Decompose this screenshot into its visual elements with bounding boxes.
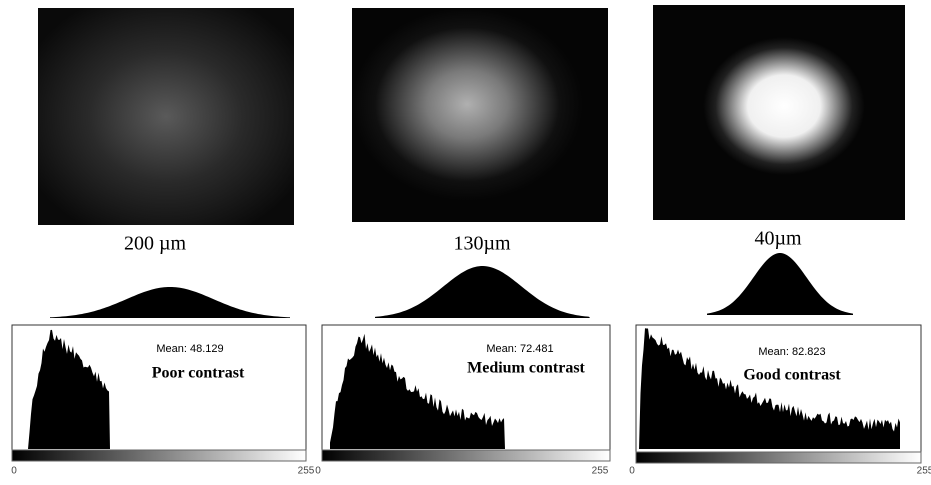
profile-curve xyxy=(375,266,590,318)
profile-curve xyxy=(707,253,853,315)
axis-max: 255 xyxy=(298,466,315,477)
beam-image xyxy=(352,8,608,222)
axis-min: 0 xyxy=(629,466,635,477)
axis-min: 0 xyxy=(11,466,17,477)
beam-image xyxy=(653,5,905,220)
axis-max: 255 xyxy=(592,466,609,477)
contrast-label: Good contrast xyxy=(743,367,841,384)
contrast-label: Medium contrast xyxy=(467,360,585,377)
axis-max: 255 xyxy=(917,466,931,477)
size-label: 130µm xyxy=(453,233,511,255)
histogram-shape xyxy=(330,333,505,449)
beam-image xyxy=(38,8,294,225)
gray-scale-bar xyxy=(635,451,922,464)
size-label: 40µm xyxy=(754,228,802,250)
histogram-shape xyxy=(639,328,900,449)
profile-curve xyxy=(50,287,290,318)
axis-min: 0 xyxy=(315,466,321,477)
mean-label: Mean: 72.481 xyxy=(486,343,553,355)
gray-scale-bar xyxy=(321,449,611,462)
histogram-shape xyxy=(28,329,110,449)
mean-label: Mean: 48.129 xyxy=(156,343,223,355)
size-label: 200 µm xyxy=(124,233,187,255)
mean-label: Mean: 82.823 xyxy=(758,346,825,358)
contrast-label: Poor contrast xyxy=(152,365,245,382)
gray-scale-bar xyxy=(11,449,307,462)
